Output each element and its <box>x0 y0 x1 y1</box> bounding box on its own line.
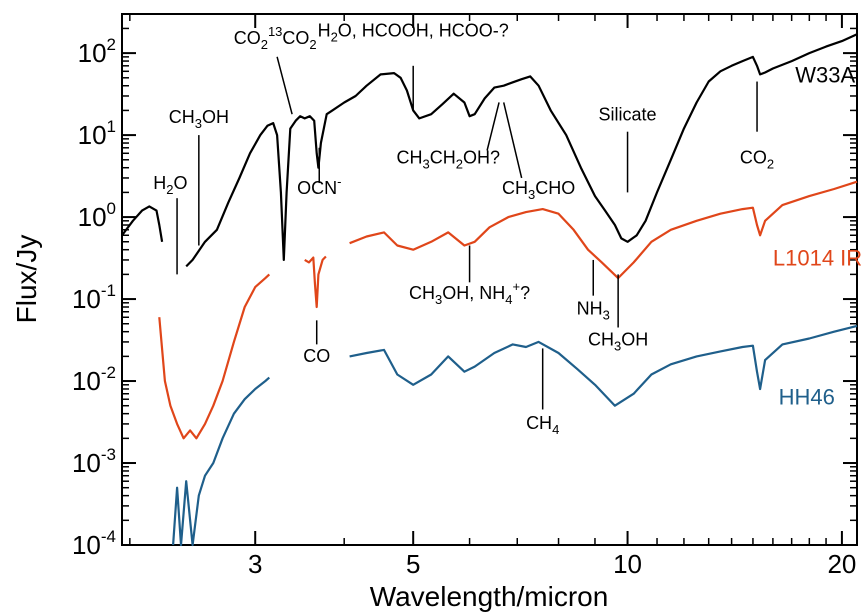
plot-frame <box>121 13 858 546</box>
annotation-silicate: Silicate <box>599 105 657 193</box>
series-line-segment <box>349 324 858 407</box>
annotation-co2-2: CO2 <box>740 81 774 172</box>
series-hh46 <box>172 324 858 547</box>
x-axis-title: Wavelength/micron <box>370 581 609 612</box>
annotation-label: CO <box>303 346 330 366</box>
annotation-label: CO213CO2 <box>234 24 317 52</box>
series-l1014-irs <box>158 180 858 440</box>
annotation-co2-13co2: CO213CO2 <box>234 24 317 115</box>
series-line-segment <box>185 33 858 268</box>
axis-tick-labels: 10-4 10-3 10-2 10-1 100 101 102 3 5 10 20 <box>72 35 856 579</box>
annotation-ch3oh-nh4: CH3OH, NH4+? <box>409 245 530 307</box>
y-tick-label: 101 <box>78 117 116 150</box>
annotation-label: CH3OH, NH4+? <box>409 279 530 307</box>
y-tick-label: 100 <box>78 199 116 232</box>
annotation-h2o-hcooh: H2O, HCOOH, HCOO-? <box>318 20 509 111</box>
annotation-label: Silicate <box>599 105 657 125</box>
annotation-ch4: CH4 <box>526 348 559 437</box>
series-label-hh46: HH46 <box>779 384 835 409</box>
series-label-l1014-irs: L1014 IRS <box>773 246 861 271</box>
y-tick-label: 10-1 <box>72 281 116 314</box>
annotation-label: CO2 <box>740 148 774 172</box>
y-tick-label: 10-2 <box>72 363 116 396</box>
series-line-segment <box>349 180 858 280</box>
annotation-h2o: H2O <box>153 173 187 275</box>
annotation-leader <box>486 102 500 151</box>
annotation-label: H2O <box>153 173 187 197</box>
annotation-co: CO <box>303 320 330 366</box>
series-line-segment <box>172 376 271 547</box>
annotation-label: OCN- <box>297 174 341 198</box>
annotation-leader <box>276 56 293 115</box>
series-line-segment <box>158 273 271 440</box>
annotation-ch3oh-2: CH3OH <box>588 274 648 354</box>
annotation-ch3oh-1: CH3OH <box>169 107 229 246</box>
annotation-label: CH4 <box>526 413 559 437</box>
y-axis-title: Flux/Jy <box>11 235 42 324</box>
annotation-nh3: NH3 <box>577 259 610 322</box>
annotation-leader <box>502 102 523 179</box>
annotation-label: CH3OH <box>169 107 229 131</box>
annotation-label: CH3OH <box>588 330 648 354</box>
series-label-w33a: W33A <box>795 62 855 87</box>
x-tick-label: 5 <box>406 549 420 579</box>
annotation-ch3cho: CH3CHO <box>502 102 575 202</box>
axis-ticks <box>122 13 858 546</box>
x-tick-label: 10 <box>613 549 642 579</box>
y-tick-label: 102 <box>78 35 116 68</box>
series-labels-group: W33A L1014 IRS HH46 <box>773 62 861 409</box>
annotation-ocn: OCN- <box>297 147 341 198</box>
x-tick-label: 3 <box>248 549 262 579</box>
series-line-segment <box>121 205 164 242</box>
series-line-segment <box>304 255 327 309</box>
annotation-label: NH3 <box>577 298 610 322</box>
series-w33a <box>121 33 858 268</box>
annotation-label: CH3CHO <box>502 178 575 202</box>
annotation-ch3ch2oh: CH3CH2OH? <box>397 102 500 172</box>
annotation-label: H2O, HCOOH, HCOO-? <box>318 20 509 44</box>
annotation-label: CH3CH2OH? <box>397 148 500 172</box>
y-tick-label: 10-4 <box>72 527 116 560</box>
y-tick-label: 10-3 <box>72 445 116 478</box>
x-tick-label: 20 <box>827 549 856 579</box>
series-group <box>121 33 858 547</box>
